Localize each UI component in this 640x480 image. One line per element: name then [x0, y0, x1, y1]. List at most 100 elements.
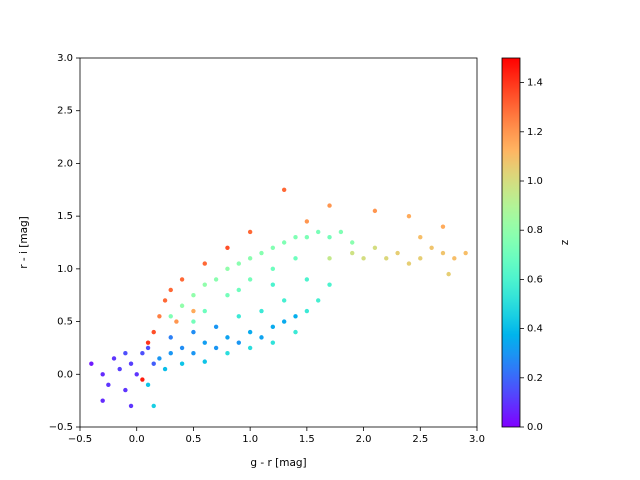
point — [179, 303, 185, 308]
point — [270, 324, 276, 330]
point — [316, 229, 321, 235]
y-tick-label: 0.0 — [57, 369, 73, 380]
points — [89, 187, 468, 409]
point — [100, 398, 105, 403]
point — [162, 366, 168, 372]
point — [117, 366, 122, 372]
x-tick-label: 0.0 — [129, 434, 145, 445]
point — [225, 266, 230, 272]
point — [338, 229, 344, 235]
point — [259, 250, 264, 256]
point — [179, 277, 185, 282]
y-tick-label: −0.5 — [49, 422, 73, 433]
point — [145, 382, 151, 388]
point — [225, 245, 230, 250]
point — [168, 351, 173, 356]
point — [151, 403, 156, 409]
x-tick-label: 2.0 — [356, 434, 372, 445]
y-tick-label: 2.5 — [57, 106, 73, 117]
point — [440, 250, 446, 256]
point — [293, 235, 298, 240]
y-tick-label: 0.5 — [57, 317, 73, 328]
point — [316, 298, 321, 303]
point — [247, 256, 253, 261]
point — [327, 235, 332, 240]
colorbar-tick-label: 0.6 — [527, 274, 543, 285]
point — [418, 256, 423, 261]
point — [225, 335, 230, 340]
point — [327, 256, 332, 261]
point — [452, 256, 457, 261]
point — [236, 314, 241, 319]
x-axis-title: g - r [mag] — [250, 457, 306, 469]
point — [100, 372, 105, 377]
point — [89, 361, 94, 366]
point — [111, 356, 117, 361]
point — [225, 351, 230, 356]
colorbar-tick-label: 0.0 — [527, 422, 543, 433]
point — [281, 298, 287, 303]
point — [202, 282, 207, 287]
point — [123, 387, 128, 393]
point — [151, 361, 156, 366]
point — [157, 314, 162, 319]
point — [123, 351, 128, 356]
point — [106, 382, 111, 388]
point — [191, 351, 196, 356]
x-tick-label: 1.5 — [299, 434, 315, 445]
colorbar-tick-label: 1.0 — [527, 176, 543, 187]
point — [372, 245, 378, 250]
point — [463, 250, 468, 256]
point — [191, 293, 196, 298]
x-tick-label: 3.0 — [469, 434, 485, 445]
point — [202, 340, 207, 345]
point — [350, 250, 355, 256]
point — [270, 245, 276, 250]
point — [418, 235, 423, 240]
colorbar-tick-label: 1.4 — [527, 78, 543, 89]
plot-frame — [79, 57, 478, 428]
point — [213, 277, 219, 282]
point — [213, 345, 219, 351]
point — [304, 277, 310, 282]
colorbar-tick-label: 1.2 — [527, 127, 543, 138]
point — [395, 250, 400, 256]
point — [406, 213, 412, 219]
point — [304, 308, 310, 314]
point — [247, 277, 253, 282]
y-axis-title: r - i [mag] — [18, 216, 30, 269]
y-tick-label: 2.0 — [57, 158, 73, 169]
point — [259, 335, 264, 340]
point — [259, 308, 264, 314]
x-tick-label: 0.5 — [185, 434, 201, 445]
point — [168, 314, 173, 319]
point — [384, 256, 389, 261]
point — [440, 224, 446, 229]
point — [281, 319, 287, 324]
point — [429, 245, 434, 250]
point — [145, 340, 151, 345]
point — [191, 329, 196, 335]
point — [406, 261, 412, 266]
point — [157, 356, 162, 361]
point — [327, 203, 332, 208]
point — [247, 345, 253, 351]
point — [247, 229, 253, 235]
point — [191, 319, 196, 324]
point — [225, 293, 230, 298]
colorbar-title: z — [559, 239, 571, 245]
point — [179, 345, 185, 351]
point — [202, 261, 207, 266]
point — [236, 261, 241, 266]
point — [361, 256, 366, 261]
colorbar — [501, 57, 521, 428]
point — [134, 372, 139, 377]
point — [140, 377, 145, 382]
point — [168, 287, 173, 293]
x-tick-label: 1.0 — [242, 434, 258, 445]
point — [128, 361, 134, 366]
colorbar-tick-label: 0.2 — [527, 373, 543, 384]
y-tick-label: 1.5 — [57, 211, 73, 222]
point — [179, 361, 185, 366]
point — [270, 282, 276, 287]
